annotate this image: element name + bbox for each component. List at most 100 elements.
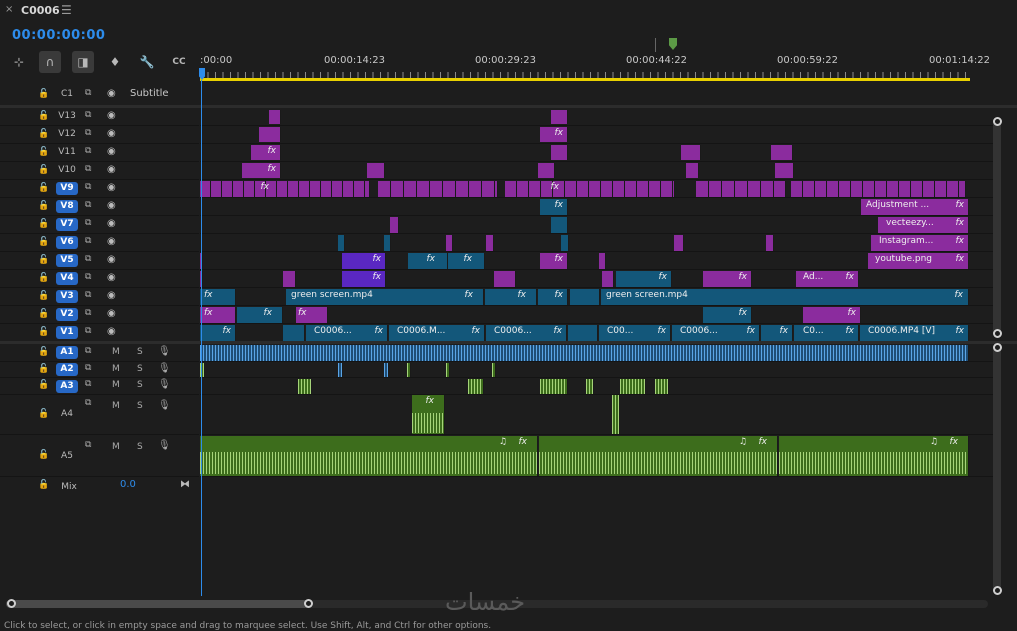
- clip[interactable]: C0006... fx: [486, 325, 567, 341]
- clip[interactable]: [599, 253, 606, 269]
- clip[interactable]: C0006.MP4 [V] fx: [860, 325, 969, 341]
- sync-lock-icon[interactable]: ⧉: [85, 218, 92, 228]
- clip[interactable]: [338, 235, 345, 251]
- clip[interactable]: fx: [237, 307, 283, 323]
- mix-volume-value[interactable]: 0.0: [120, 479, 136, 490]
- lock-icon[interactable]: 🔓: [38, 89, 50, 99]
- sync-lock-icon[interactable]: ⧉: [85, 128, 92, 138]
- lock-icon[interactable]: 🔓: [38, 409, 50, 419]
- track-name[interactable]: A1: [56, 346, 78, 359]
- clip[interactable]: green screen.mp4 fx: [286, 289, 484, 305]
- audio-clip[interactable]: [446, 363, 450, 377]
- clip[interactable]: [602, 271, 614, 287]
- lock-icon[interactable]: 🔓: [38, 380, 50, 390]
- clip[interactable]: fx: [703, 307, 752, 323]
- clip[interactable]: Instagram... fx: [871, 235, 969, 251]
- lock-icon[interactable]: 🔓: [38, 291, 50, 301]
- eye-icon[interactable]: ◉: [107, 128, 116, 139]
- marker-icon[interactable]: [669, 38, 677, 50]
- audio-clip[interactable]: fx ♫: [539, 436, 778, 476]
- clip[interactable]: C0006.M... fx: [389, 325, 485, 341]
- clip[interactable]: fx: [296, 307, 328, 323]
- subtitle-separator[interactable]: [0, 105, 1017, 108]
- add-marker-icon[interactable]: ♦: [109, 55, 121, 69]
- clip[interactable]: [283, 325, 305, 341]
- lock-icon[interactable]: 🔓: [38, 147, 50, 157]
- clip[interactable]: fx: [761, 325, 793, 341]
- track-name[interactable]: V6: [56, 236, 78, 249]
- horizontal-scroll-thumb[interactable]: [6, 600, 310, 608]
- track-name[interactable]: V7: [56, 218, 78, 231]
- track-name[interactable]: A3: [56, 380, 78, 393]
- insert-snap-icon[interactable]: ⊹: [13, 55, 25, 69]
- lock-icon[interactable]: 🔓: [38, 111, 50, 121]
- lock-icon[interactable]: 🔓: [38, 165, 50, 175]
- lock-icon[interactable]: 🔓: [38, 201, 50, 211]
- lock-icon[interactable]: 🔓: [38, 183, 50, 193]
- clip[interactable]: [674, 235, 684, 251]
- eye-icon[interactable]: ◉: [107, 272, 116, 283]
- sync-lock-icon[interactable]: ⧉: [85, 290, 92, 300]
- clip[interactable]: [378, 181, 498, 197]
- audio-clip[interactable]: [612, 395, 620, 434]
- clip[interactable]: fx: [342, 253, 386, 269]
- eye-icon[interactable]: ◉: [107, 254, 116, 265]
- audio-vertical-scrollbar[interactable]: [993, 344, 1001, 592]
- track-name[interactable]: A4: [61, 409, 73, 419]
- track-name[interactable]: A5: [61, 451, 73, 461]
- lock-icon[interactable]: 🔓: [38, 273, 50, 283]
- clip[interactable]: [766, 235, 774, 251]
- sync-lock-icon[interactable]: ⧉: [85, 308, 92, 318]
- video-track-v6[interactable]: Instagram... fx: [200, 234, 1000, 252]
- clip[interactable]: Adjustment ... fx: [861, 199, 969, 215]
- clip[interactable]: C00... fx: [599, 325, 671, 341]
- video-track-v4[interactable]: fx fx fx Ad... fx: [200, 270, 1000, 288]
- scroll-handle-bottom[interactable]: [993, 586, 1002, 595]
- lock-icon[interactable]: 🔓: [38, 309, 50, 319]
- wrench-icon[interactable]: 🔧: [139, 55, 155, 69]
- audio-track-a5[interactable]: fx ♫ fx ♫ fx ♫: [200, 435, 1000, 477]
- microphone-icon[interactable]: 🎙: [158, 363, 171, 374]
- video-track-v2[interactable]: fx fx fx fx fx: [200, 306, 1000, 324]
- zoom-handle-left[interactable]: [7, 599, 16, 608]
- track-name[interactable]: V11: [58, 147, 76, 157]
- clip[interactable]: C0006... fx: [306, 325, 388, 341]
- audio-track-a1[interactable]: [200, 344, 1000, 362]
- track-name[interactable]: V8: [56, 200, 78, 213]
- playhead-line[interactable]: [201, 80, 202, 596]
- clip[interactable]: [775, 163, 794, 178]
- audio-clip[interactable]: [200, 345, 969, 361]
- clip[interactable]: youtube.png fx: [868, 253, 969, 269]
- lock-icon[interactable]: 🔓: [38, 129, 50, 139]
- lock-icon[interactable]: 🔓: [38, 364, 50, 374]
- video-track-v1[interactable]: fx C0006... fx C0006.M... fx C0006... fx C0…: [200, 324, 1000, 342]
- clip[interactable]: [446, 235, 453, 251]
- audio-clip[interactable]: [540, 379, 568, 394]
- solo-button[interactable]: S: [137, 364, 143, 374]
- clip[interactable]: [269, 110, 281, 124]
- audio-clip[interactable]: [407, 363, 411, 377]
- track-name[interactable]: A2: [56, 363, 78, 376]
- video-track-v12[interactable]: fx: [200, 126, 1000, 144]
- sync-lock-icon[interactable]: ⧉: [85, 398, 92, 408]
- clip[interactable]: [568, 325, 598, 341]
- lock-icon[interactable]: 🔓: [38, 347, 50, 357]
- clip[interactable]: [791, 181, 966, 197]
- scroll-handle-bottom[interactable]: [993, 329, 1002, 338]
- mute-button[interactable]: M: [112, 380, 120, 390]
- video-track-v5[interactable]: fx fx fx fx youtube.png fx: [200, 252, 1000, 270]
- video-audio-separator[interactable]: [0, 341, 1017, 344]
- clip[interactable]: [696, 181, 786, 197]
- clip[interactable]: fx: [538, 289, 568, 305]
- track-name[interactable]: C1: [60, 89, 73, 99]
- clip[interactable]: C0006... fx: [672, 325, 760, 341]
- solo-button[interactable]: S: [137, 401, 143, 411]
- sync-lock-icon[interactable]: ⧉: [85, 440, 92, 450]
- clip[interactable]: [494, 271, 516, 287]
- timeline-tracks[interactable]: fx fx fx fx fx fx Adjustment ... fx vecte…: [200, 84, 1000, 604]
- close-tab-icon[interactable]: ×: [5, 4, 14, 15]
- track-name[interactable]: V13: [58, 111, 76, 121]
- audio-clip[interactable]: [468, 379, 484, 394]
- sync-lock-icon[interactable]: ⧉: [85, 88, 92, 98]
- lock-icon[interactable]: 🔓: [38, 450, 50, 460]
